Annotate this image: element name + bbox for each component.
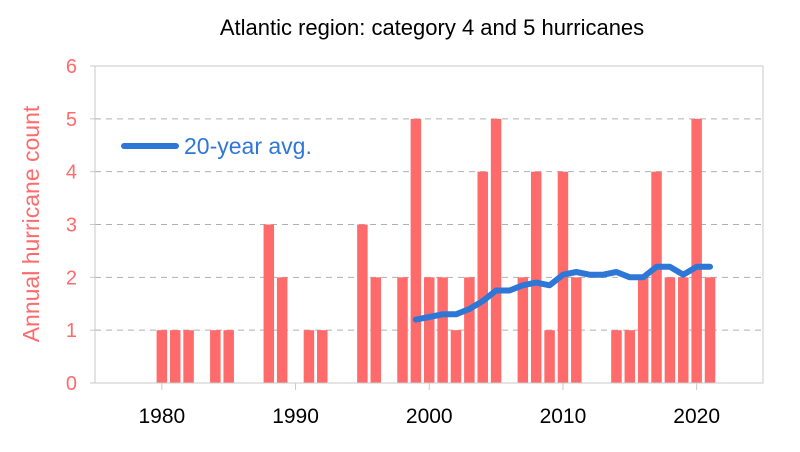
bar bbox=[156, 330, 168, 383]
bar bbox=[303, 330, 315, 383]
x-tick-label: 1990 bbox=[272, 405, 319, 428]
plot-frame bbox=[94, 65, 764, 384]
y-tick-label: 4 bbox=[66, 162, 77, 184]
bar bbox=[169, 330, 181, 383]
y-tick-labels: 0 1 2 3 4 5 6 bbox=[66, 56, 77, 395]
y-tick-label: 2 bbox=[66, 267, 77, 289]
bar bbox=[624, 330, 636, 383]
x-tick-label: 2000 bbox=[406, 405, 453, 428]
bar bbox=[477, 171, 488, 383]
x-tick-label: 2020 bbox=[673, 405, 720, 428]
y-tick-label: 6 bbox=[66, 56, 77, 78]
bar bbox=[357, 224, 368, 383]
bar bbox=[410, 118, 422, 383]
bar bbox=[678, 277, 689, 383]
average-line bbox=[412, 263, 713, 323]
x-tick-label: 1980 bbox=[138, 405, 185, 428]
bar bbox=[464, 277, 475, 383]
bar bbox=[370, 277, 382, 383]
bar bbox=[571, 277, 582, 383]
x-tick-label: 2010 bbox=[540, 405, 587, 428]
bar bbox=[437, 277, 448, 383]
bar bbox=[424, 277, 435, 383]
bar bbox=[183, 330, 194, 383]
y-tick-label: 5 bbox=[66, 109, 77, 131]
bar bbox=[637, 277, 649, 383]
x-tick-labels: 1980 1990 2000 2010 2020 bbox=[138, 383, 720, 428]
y-tick-label: 1 bbox=[66, 320, 77, 342]
bar bbox=[317, 330, 328, 383]
bar bbox=[704, 277, 716, 383]
y-tick-label: 0 bbox=[66, 373, 77, 395]
legend-label: 20-year avg. bbox=[184, 133, 312, 159]
bar bbox=[664, 277, 676, 383]
chart-title: Atlantic region: category 4 and 5 hurric… bbox=[220, 15, 644, 40]
bar bbox=[544, 330, 555, 383]
bar bbox=[223, 330, 234, 383]
bar bbox=[210, 330, 221, 383]
bar bbox=[276, 277, 288, 383]
series-line-20yr-avg bbox=[412, 263, 713, 323]
bar bbox=[691, 118, 702, 383]
bar bbox=[263, 224, 275, 383]
bar bbox=[530, 171, 542, 383]
bar bbox=[611, 330, 622, 383]
bar bbox=[517, 277, 529, 383]
bar bbox=[450, 330, 462, 383]
y-tick-label: 3 bbox=[66, 215, 77, 237]
bar bbox=[490, 118, 502, 383]
bar bbox=[651, 171, 662, 383]
legend: 20-year avg. bbox=[121, 133, 312, 159]
y-axis-label: Annual hurricane count bbox=[18, 105, 44, 342]
bar bbox=[397, 277, 408, 383]
